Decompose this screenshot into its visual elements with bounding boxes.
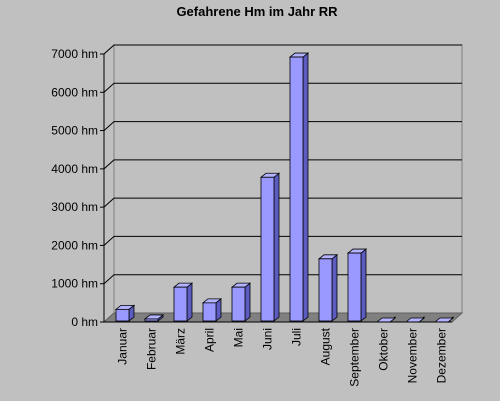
- gridline: [103, 121, 462, 131]
- y-tick-label: 2000 hm: [51, 238, 98, 252]
- bar-front: [231, 286, 246, 322]
- x-tick-label: April: [203, 328, 217, 352]
- x-tick-label: Dezember: [435, 328, 449, 383]
- bar-front: [318, 258, 333, 322]
- bar-front: [173, 286, 188, 322]
- plot-side-wall: [103, 43, 115, 324]
- bar-juni: [259, 172, 281, 322]
- bar-front: [144, 318, 159, 322]
- bar-mai: [230, 282, 252, 322]
- x-tick-label: November: [406, 328, 420, 383]
- bar-april: [201, 298, 223, 322]
- gridline: [103, 235, 462, 246]
- bar-side: [186, 282, 193, 322]
- x-tick-label: Juli: [290, 328, 304, 346]
- bar-side: [302, 52, 309, 322]
- x-tick-label: Juni: [261, 328, 275, 350]
- y-tick-label: 1000 hm: [51, 277, 98, 291]
- gridline: [103, 159, 462, 170]
- bar-august: [317, 253, 339, 322]
- x-tick-label: August: [319, 327, 333, 365]
- y-tick-label: 0 hm: [71, 315, 98, 329]
- y-tick-label: 5000 hm: [51, 124, 98, 138]
- bar-september: [346, 248, 368, 322]
- bar-juli: [288, 52, 310, 322]
- bar-side: [273, 172, 280, 322]
- gridline: [103, 44, 462, 55]
- bar-front: [289, 56, 304, 322]
- bar-front: [347, 252, 362, 322]
- x-tick-label: Oktober: [377, 328, 391, 371]
- bar-front: [260, 176, 275, 322]
- bar-side: [360, 248, 367, 322]
- x-tick-label: März: [174, 328, 188, 355]
- gridline: [103, 82, 462, 93]
- bar-januar: [114, 304, 136, 322]
- bar-side: [244, 282, 251, 322]
- y-tick-label: 4000 hm: [51, 162, 98, 176]
- bar-side: [331, 253, 338, 322]
- y-tick-label: 6000 hm: [51, 85, 98, 99]
- x-tick-label: Februar: [145, 328, 159, 370]
- gridline: [103, 197, 462, 208]
- chart-title: Gefahrene Hm im Jahr RR: [176, 4, 338, 19]
- x-tick-label: September: [348, 328, 362, 387]
- x-tick-label: Januar: [116, 328, 130, 365]
- gridline: [103, 274, 462, 285]
- bar-februar: [143, 314, 165, 322]
- x-tick-label: Mai: [232, 328, 246, 347]
- y-tick-label: 7000 hm: [51, 47, 98, 61]
- bar-front: [202, 302, 217, 322]
- bar-märz: [172, 282, 194, 322]
- bar-front: [115, 308, 130, 322]
- plot-back-wall: [113, 44, 463, 314]
- y-tick-label: 3000 hm: [51, 200, 98, 214]
